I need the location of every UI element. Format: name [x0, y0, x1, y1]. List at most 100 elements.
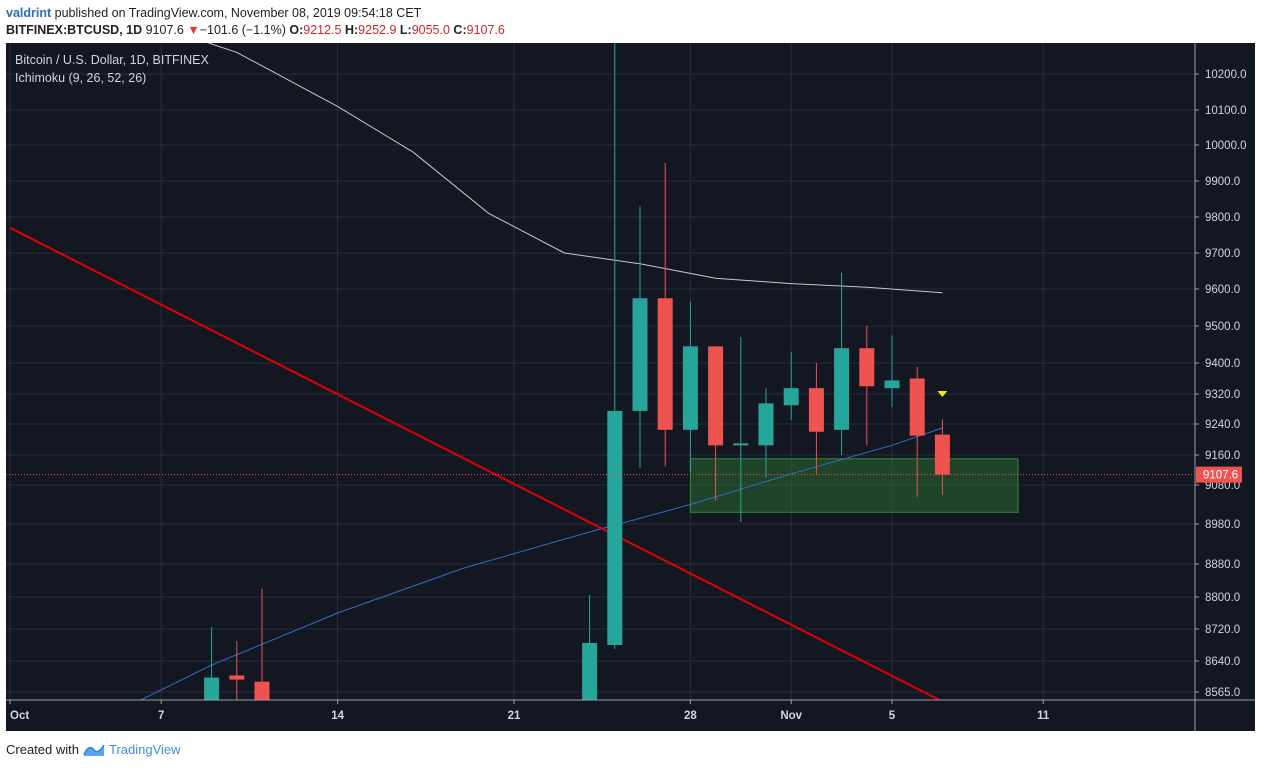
candle-body [909, 378, 925, 436]
price-tick-label: 10100.0 [1205, 105, 1247, 117]
candle-body [783, 388, 799, 406]
price-tick-label: 9500.0 [1205, 321, 1240, 333]
candle-up [607, 43, 623, 649]
support-zone [689, 458, 1019, 513]
price-tick-label: 9240.0 [1205, 419, 1240, 431]
candle-up [632, 206, 648, 469]
time-tick-label: 5 [889, 710, 896, 722]
price-tick-label: 8640.0 [1205, 656, 1240, 668]
time-tick-label: Oct [10, 710, 29, 722]
candle-down [859, 326, 875, 446]
price-tick-label: 9080.0 [1205, 480, 1240, 492]
change-value: −101.6 (−1.1%) [199, 23, 286, 37]
price-tick-label: 9900.0 [1205, 176, 1240, 188]
open-value: 9212.5 [303, 23, 342, 37]
candle-up [204, 627, 220, 700]
candle-down [657, 163, 673, 467]
candle-up [758, 388, 774, 478]
last-price-tag-label: 9107.6 [1203, 470, 1238, 482]
low-value: 9055.0 [411, 23, 450, 37]
candle-body [657, 298, 673, 430]
close-value: 9107.6 [466, 23, 505, 37]
candle-body [808, 388, 824, 432]
candle-body [582, 643, 598, 700]
chart-frame[interactable]: 10200.0 10100.0 10000.0 9900.0 9800.0 9700.0 9… [6, 43, 1255, 731]
candle-body [884, 380, 900, 389]
signal-marker-icon [937, 391, 948, 397]
candle-down [254, 588, 270, 700]
created-with-label: Created with [6, 742, 79, 757]
candle-down [808, 363, 824, 474]
change-down-icon: ▼ [187, 23, 200, 37]
price-chart[interactable]: 10200.0 10100.0 10000.0 9900.0 9800.0 9700.0 9… [6, 43, 1255, 731]
candle-body [632, 298, 648, 411]
symbol-label: BITFINEX:BTCUSD, 1D [6, 23, 143, 37]
price-tick-label: 8880.0 [1205, 559, 1240, 571]
tradingview-logo-icon[interactable] [83, 743, 105, 757]
candle-up [834, 272, 850, 455]
indicator-lines [9, 43, 943, 700]
last-price-value: 9107.6 [145, 23, 184, 37]
price-tick-label: 10200.0 [1205, 69, 1247, 81]
grid [6, 43, 1195, 700]
time-tick-label: Nov [780, 710, 802, 722]
candle-down [934, 419, 950, 495]
low-label: L: [399, 23, 412, 37]
time-tick-label: 11 [1037, 710, 1050, 722]
chart-legend-indicator: Ichimoku (9, 26, 52, 26) [15, 71, 146, 85]
candle-body [229, 675, 245, 680]
candle-body [934, 434, 950, 475]
candle-body [204, 677, 220, 700]
time-tick-label: 28 [684, 710, 697, 722]
ichimoku-cloud-line [207, 43, 943, 294]
last-price-tag: 9107.6 [1196, 466, 1242, 483]
candle-down [229, 641, 245, 700]
price-tick-label: 8720.0 [1205, 624, 1240, 636]
tradingview-brand-link[interactable]: TradingView [108, 742, 181, 757]
author-name[interactable]: valdrint [6, 6, 52, 20]
price-tick-label: 9160.0 [1205, 450, 1240, 462]
candle-body [607, 410, 623, 645]
price-tick-label: 9320.0 [1205, 389, 1240, 401]
published-text: published on TradingView.com, November 0… [54, 6, 422, 20]
candles [204, 43, 950, 700]
candle-up [682, 301, 698, 472]
price-tick-label: 8800.0 [1205, 592, 1240, 604]
last-price-tag-bg [1196, 466, 1242, 483]
price-tick-label: 10000.0 [1205, 140, 1247, 152]
price-tick-label: 9400.0 [1205, 358, 1240, 370]
axes: 10200.0 10100.0 10000.0 9900.0 9800.0 9700.0 9… [6, 43, 1255, 731]
chart-legend-title: Bitcoin / U.S. Dollar, 1D, BITFINEX [15, 53, 209, 67]
price-tick-label: 9700.0 [1205, 248, 1240, 260]
close-label: C: [453, 23, 467, 37]
price-tick-label: 8980.0 [1205, 519, 1240, 531]
open-label: O: [289, 23, 304, 37]
candle-up [582, 594, 598, 700]
candle-body [733, 443, 749, 446]
candle-body [758, 403, 774, 446]
candle-body [859, 348, 875, 387]
time-tick-label: 21 [508, 710, 521, 722]
support-zone-layer [689, 458, 1019, 513]
price-tick-label: 9800.0 [1205, 212, 1240, 224]
high-value: 9252.9 [358, 23, 397, 37]
price-tick-label: 9600.0 [1205, 284, 1240, 296]
candle-body [708, 346, 724, 446]
descending-trendline [9, 226, 942, 700]
time-tick-label: 7 [158, 710, 164, 722]
symbol-header: BITFINEX:BTCUSD, 1D 9107.6 ▼−101.6 (−1.1… [6, 23, 505, 37]
high-label: H: [344, 23, 359, 37]
candle-body [834, 348, 850, 430]
candle-down [909, 366, 925, 497]
footer: Created with TradingView [6, 742, 181, 757]
price-tick-label: 8565.0 [1205, 687, 1240, 699]
candle-up [884, 335, 900, 408]
overlay [6, 391, 1195, 476]
candle-body [682, 346, 698, 430]
candle-body [254, 681, 270, 700]
time-tick-label: 14 [331, 710, 344, 722]
ichimoku-lagging-span [139, 427, 943, 700]
publish-header: valdrint published on TradingView.com, N… [6, 6, 421, 20]
candle-up [733, 337, 749, 523]
candle-up [783, 351, 799, 421]
